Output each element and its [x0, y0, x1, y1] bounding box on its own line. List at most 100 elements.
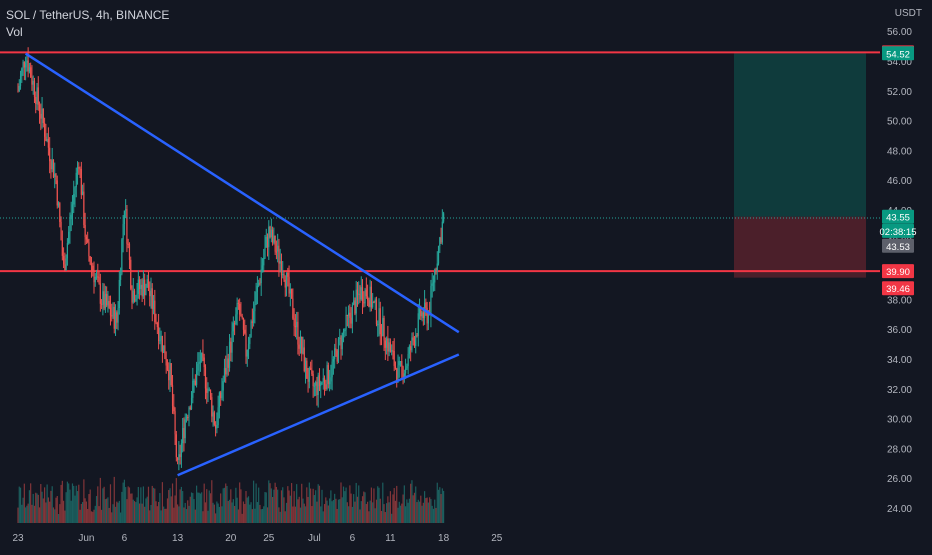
- candle-body: [239, 303, 241, 315]
- candle-body: [443, 213, 445, 222]
- volume-bar: [202, 511, 204, 523]
- volume-bar: [50, 490, 52, 523]
- candle-body: [245, 333, 247, 357]
- volume-bar: [106, 498, 108, 523]
- candle-body: [223, 368, 226, 382]
- candle-body: [351, 304, 353, 324]
- volume-bar: [426, 497, 428, 523]
- volume-bar: [418, 501, 421, 523]
- volume-bar: [422, 502, 424, 523]
- candle-body: [259, 282, 261, 284]
- candle-body: [127, 243, 129, 245]
- volume-bar: [75, 485, 77, 523]
- candle-body: [393, 351, 395, 367]
- trendlines[interactable]: [24, 52, 460, 477]
- volume-bar: [230, 489, 232, 523]
- volume-bar: [47, 497, 49, 523]
- volume-bar: [197, 492, 199, 523]
- horizontal-levels[interactable]: [0, 51, 880, 273]
- candle-body: [76, 167, 79, 173]
- volume-bar: [288, 490, 290, 523]
- volume-bar: [383, 504, 385, 523]
- volume-bar: [439, 487, 441, 523]
- candle-body: [249, 337, 251, 345]
- volume-bar: [408, 498, 410, 523]
- candle-body: [253, 311, 255, 323]
- volume-bar: [427, 502, 429, 523]
- candle-body: [299, 336, 302, 349]
- candle-body: [431, 283, 433, 286]
- candle-body: [158, 327, 160, 342]
- candle-body: [154, 300, 156, 323]
- volume-bar: [104, 499, 106, 523]
- volume-bar: [17, 507, 19, 523]
- candle-body: [254, 304, 256, 312]
- candle-body: [330, 377, 332, 382]
- candle-body: [322, 377, 324, 382]
- candle-body: [291, 288, 293, 299]
- volume-bar: [370, 487, 372, 523]
- candle-body: [40, 113, 42, 119]
- volume-bar: [403, 485, 405, 523]
- candle-body: [356, 289, 359, 295]
- volume-bar: [166, 498, 169, 523]
- volume-bar: [394, 500, 397, 523]
- volume-bar: [183, 507, 185, 523]
- candle-body: [417, 313, 419, 336]
- volume-bar: [311, 506, 313, 523]
- volume-bar: [175, 478, 177, 523]
- candle-body: [166, 365, 169, 370]
- candle-body: [387, 338, 389, 352]
- price-tick-label: 28.00: [887, 444, 912, 455]
- volume-bar: [237, 509, 239, 523]
- volume-bar: [250, 502, 252, 523]
- volume-bar: [123, 479, 125, 523]
- volume-bar: [349, 485, 351, 523]
- candle-body: [235, 314, 237, 324]
- candle-body: [304, 360, 307, 371]
- candle-body: [61, 240, 63, 256]
- volume-bar: [156, 506, 158, 523]
- volume-bar: [369, 500, 371, 523]
- volume-bar: [430, 499, 432, 523]
- volume-bar: [440, 494, 442, 523]
- position-tool[interactable]: [734, 53, 866, 278]
- candle-body: [293, 318, 295, 326]
- loss-zone: [734, 216, 866, 278]
- candle-body: [365, 289, 367, 297]
- candle-body: [136, 293, 138, 300]
- volume-bar: [164, 508, 166, 523]
- candle-body: [313, 385, 315, 387]
- volume-bar: [289, 495, 291, 523]
- volume-bar: [348, 506, 350, 523]
- volume-bar: [342, 486, 345, 523]
- volume-bar: [130, 493, 132, 523]
- volume-bar: [264, 492, 266, 523]
- candle-body: [99, 283, 101, 304]
- candle-body: [135, 299, 137, 301]
- candle-body: [173, 406, 175, 412]
- candle-body: [261, 265, 264, 270]
- volume-bar: [378, 487, 380, 523]
- volume-bar: [222, 488, 224, 523]
- volume-bar: [139, 503, 141, 523]
- candle-body: [70, 214, 72, 220]
- time-tick-label: 20: [225, 533, 237, 544]
- candle-body: [161, 335, 163, 353]
- volume-bar: [356, 496, 359, 523]
- volume-bar: [363, 491, 365, 523]
- volume-bar: [59, 504, 61, 523]
- volume-bar: [37, 494, 39, 523]
- candle-body: [268, 226, 270, 248]
- volume-bar: [21, 504, 23, 523]
- time-axis[interactable]: 23 Jun 6 13 20 25 Jul 6 11 18 25: [12, 533, 502, 544]
- candle-body: [289, 288, 291, 294]
- volume-bar: [35, 492, 37, 523]
- volume-bar: [19, 487, 22, 523]
- candle-body: [147, 279, 150, 291]
- volume-bar: [93, 509, 95, 523]
- candle-body: [287, 272, 289, 277]
- candle-body: [258, 282, 260, 286]
